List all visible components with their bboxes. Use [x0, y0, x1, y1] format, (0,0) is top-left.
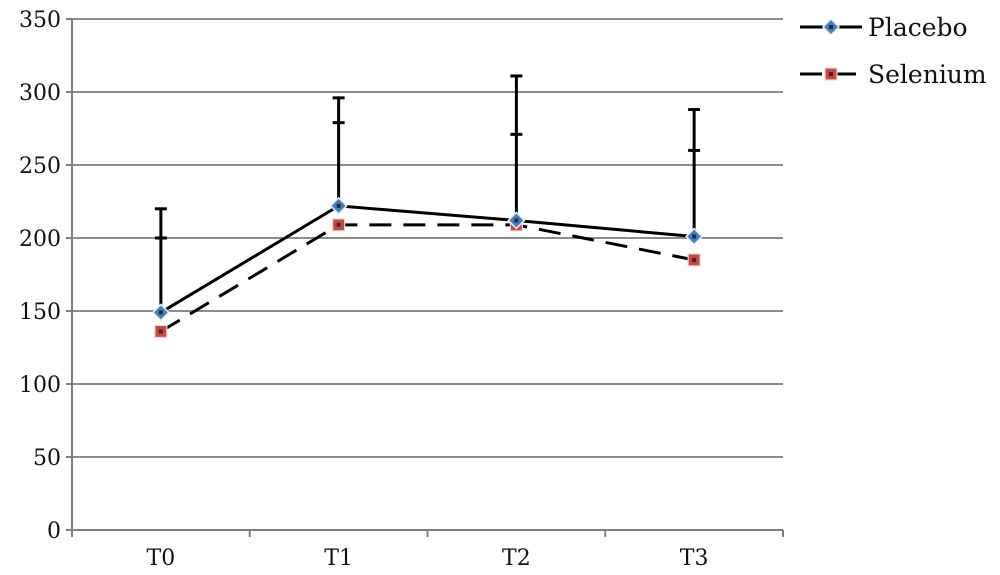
- axes: [71, 19, 783, 531]
- legend-label: Selenium: [868, 60, 987, 89]
- y-tick-label: 150: [19, 300, 61, 325]
- x-tick-label: T1: [324, 546, 353, 571]
- x-tick-label: T2: [502, 546, 531, 571]
- series-lines: [160, 204, 695, 333]
- series-line: [160, 204, 695, 314]
- x-tick-labels: T0 T1 T2 T3: [71, 530, 784, 571]
- x-tick-label: T3: [680, 546, 709, 571]
- data-point-center: [829, 25, 833, 29]
- data-point-center: [692, 257, 697, 262]
- y-tick-label: 200: [19, 227, 61, 252]
- data-point-center: [514, 218, 519, 223]
- data-point-center: [336, 222, 341, 227]
- data-point-center: [158, 329, 163, 334]
- y-tick-label: 350: [19, 8, 61, 33]
- y-tick-label: 300: [19, 81, 61, 106]
- y-tick-label: 250: [19, 154, 61, 179]
- data-point-center: [692, 234, 697, 239]
- data-point-center: [336, 203, 341, 208]
- data-point-center: [158, 310, 163, 315]
- legend: Placebo Selenium: [800, 13, 987, 89]
- data-point-center: [829, 72, 833, 76]
- x-tick-label: T0: [147, 546, 176, 571]
- y-tick-label: 100: [19, 373, 61, 398]
- gridlines: [72, 18, 783, 458]
- legend-label: Placebo: [868, 13, 968, 42]
- y-tick-label: 50: [33, 446, 61, 471]
- series-markers: [151, 196, 704, 339]
- y-tick-label: 0: [47, 519, 61, 544]
- series-line: [160, 223, 695, 333]
- error-bars: [154, 74, 701, 313]
- y-tick-labels: 0 50 100 150 200 250 300 350: [19, 8, 72, 544]
